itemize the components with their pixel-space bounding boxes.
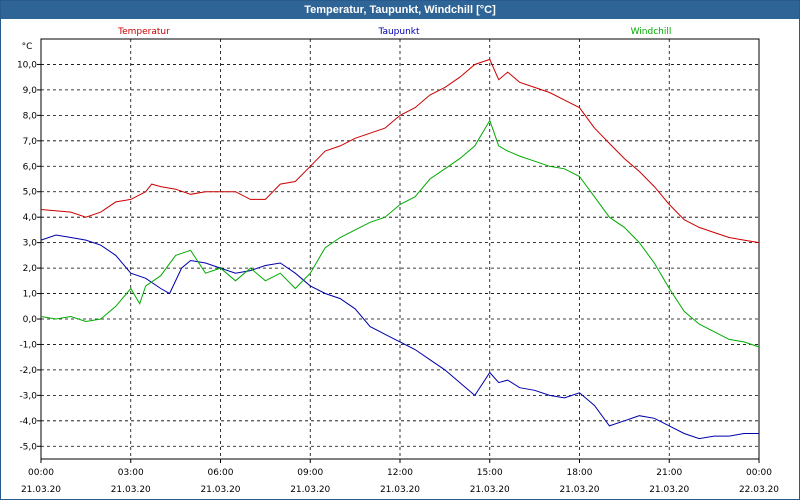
y-tick-label: 4,0 (23, 213, 38, 223)
x-tick-time: 15:00 (477, 468, 503, 478)
x-tick-time: 00:00 (746, 468, 772, 478)
legend-entry-temperatur: Temperatur (117, 27, 170, 37)
legend-entry-windchill: Windchill (631, 27, 672, 37)
legend-entry-taupunkt: Taupunkt (377, 27, 420, 37)
series-line-taupunkt (40, 234, 759, 440)
y-tick-label: 1,0 (23, 290, 38, 300)
x-tick-time: 00:00 (28, 468, 54, 478)
y-tick-label: -2,0 (19, 366, 37, 376)
y-tick-label: 6,0 (23, 162, 38, 172)
chart-title: Temperatur, Taupunkt, Windchill [°C] (1, 1, 799, 19)
series-line-temperatur (40, 58, 760, 244)
series-line-windchill (40, 119, 760, 348)
x-tick-time: 21:00 (656, 468, 682, 478)
x-tick-date: 22.03.20 (739, 485, 779, 495)
y-tick-label: -3,0 (19, 391, 37, 401)
y-tick-label: 7,0 (23, 137, 38, 147)
y-axis-label: °C (22, 42, 33, 52)
x-tick-date: 21.03.20 (111, 485, 151, 495)
y-tick-label: 2,0 (23, 264, 38, 274)
x-tick-time: 12:00 (387, 468, 413, 478)
x-tick-date: 21.03.20 (200, 485, 240, 495)
y-tick-label: 5,0 (23, 188, 38, 198)
y-tick-label: 3,0 (23, 239, 38, 249)
x-tick-date: 21.03.20 (559, 485, 599, 495)
x-tick-date: 21.03.20 (470, 485, 510, 495)
x-tick-date: 21.03.20 (290, 485, 330, 495)
y-tick-label: 10,0 (17, 60, 37, 70)
x-tick-date: 21.03.20 (21, 485, 61, 495)
x-tick-date: 21.03.20 (649, 485, 689, 495)
y-tick-label: -5,0 (19, 442, 37, 452)
y-tick-label: 0,0 (23, 315, 38, 325)
y-tick-label: 9,0 (23, 86, 38, 96)
y-tick-label: -1,0 (19, 340, 37, 350)
y-tick-label: -4,0 (19, 417, 37, 427)
x-tick-time: 03:00 (118, 468, 144, 478)
x-tick-time: 09:00 (297, 468, 323, 478)
x-tick-time: 18:00 (567, 468, 593, 478)
x-tick-date: 21.03.20 (380, 485, 420, 495)
x-tick-time: 06:00 (208, 468, 234, 478)
y-tick-label: 8,0 (23, 111, 38, 121)
